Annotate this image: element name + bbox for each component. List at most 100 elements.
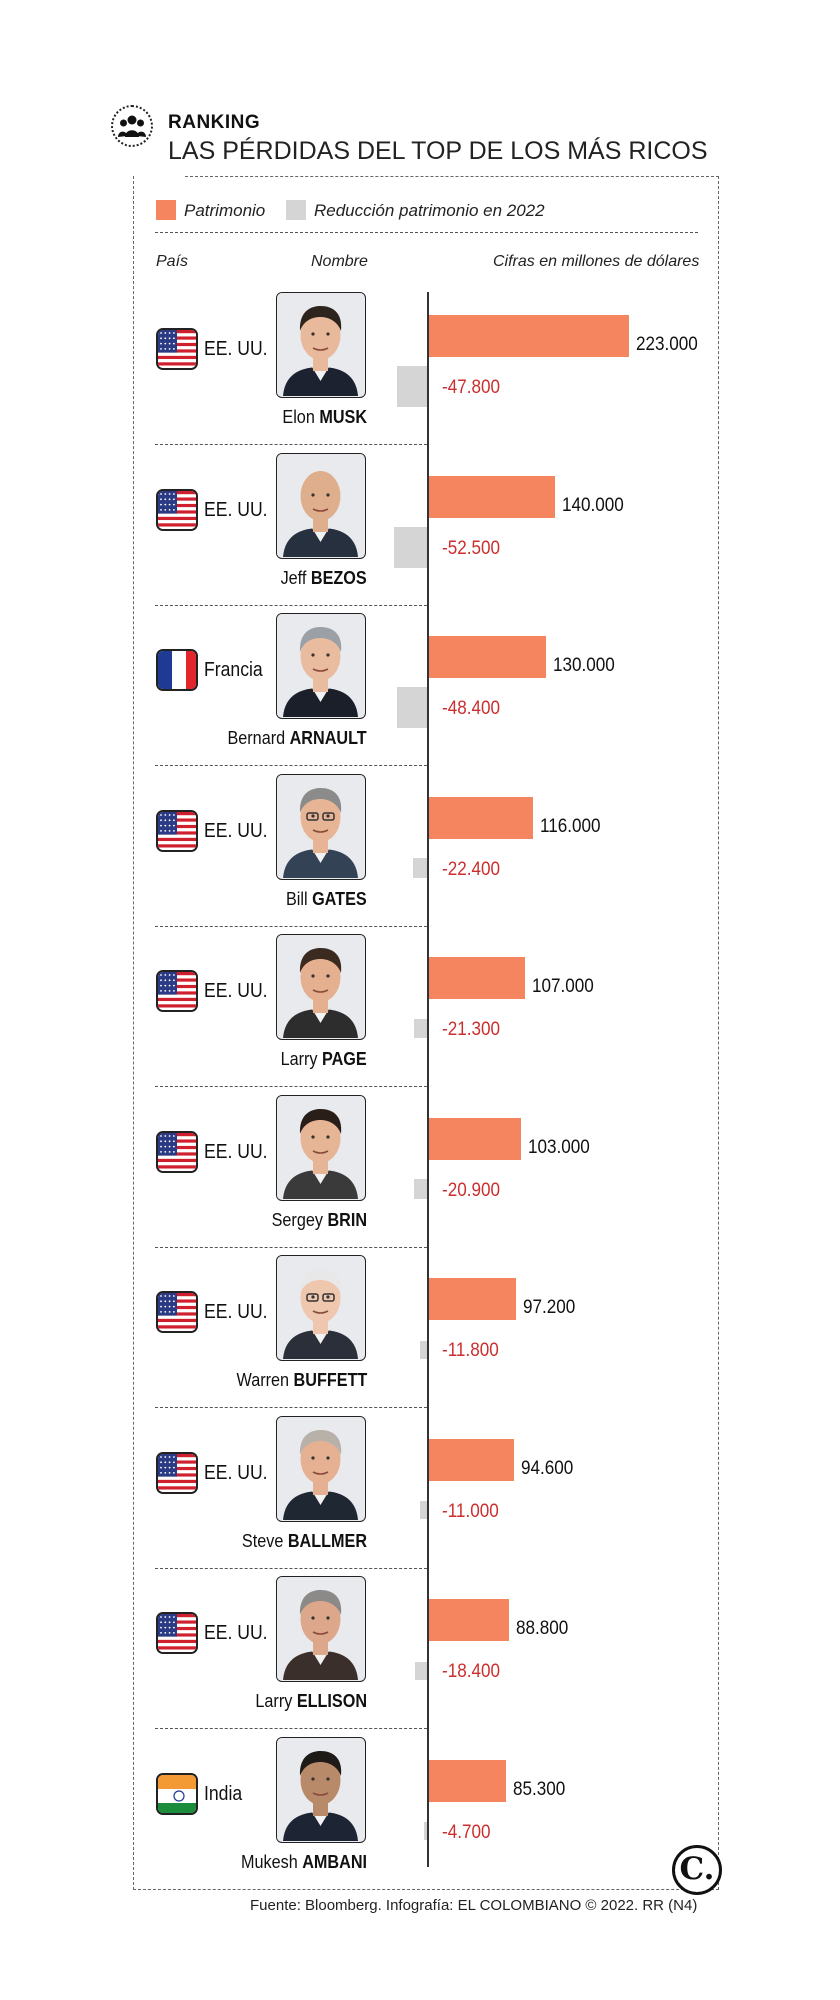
country-label: EE. UU. <box>204 1461 268 1484</box>
portrait-photo <box>276 292 366 398</box>
reduccion-value-label: -52.500 <box>442 537 501 559</box>
patrimonio-value-label: 85.300 <box>512 1778 565 1800</box>
france-flag-icon <box>156 649 198 691</box>
table-row: EE. UU. Sergey BRIN 103.000 -20.900 <box>0 1094 840 1255</box>
person-name: Warren BUFFETT <box>236 1370 367 1391</box>
last-name: BALLMER <box>287 1530 367 1551</box>
row-divider <box>155 1567 427 1569</box>
reduccion-value-label: -11.800 <box>442 1340 499 1361</box>
frame-top-border <box>185 176 719 177</box>
first-name: Larry <box>280 1049 323 1069</box>
legend-divider <box>155 232 698 233</box>
patrimonio-value-label: 223.000 <box>636 334 698 355</box>
person-name: Jeff BEZOS <box>281 568 367 589</box>
column-header-cifras: Cifras en millones de dólares <box>493 253 700 270</box>
row-divider <box>155 1086 427 1087</box>
table-row: EE. UU. Steve BALLMER 94.600 -11.000 <box>0 1415 840 1576</box>
first-name: Mukesh <box>240 1851 303 1872</box>
portrait-photo <box>276 773 366 880</box>
first-name: Jeff <box>280 567 312 588</box>
us-flag-icon <box>156 1451 198 1494</box>
first-name: Larry <box>255 1691 297 1711</box>
reduccion-value-label: -11.000 <box>442 1500 499 1522</box>
bar-reduccion <box>419 1340 427 1359</box>
portrait-photo <box>276 1255 366 1361</box>
last-name: MUSK <box>319 407 367 427</box>
last-name: BEZOS <box>311 567 367 588</box>
reduccion-value-label: -47.800 <box>442 377 501 398</box>
first-name: Sergey <box>271 1209 328 1230</box>
portrait-photo <box>276 1415 366 1522</box>
table-row: EE. UU. Larry ELLISON 88.800 -18.400 <box>0 1576 840 1736</box>
patrimonio-value-label: 94.600 <box>520 1457 574 1479</box>
portrait-photo <box>276 1576 366 1682</box>
us-flag-icon <box>156 1291 198 1333</box>
row-divider <box>155 765 427 766</box>
india-flag-icon <box>156 1772 198 1815</box>
bar-patrimonio <box>429 1599 509 1641</box>
patrimonio-value-label: 130.000 <box>552 655 615 676</box>
row-divider <box>155 925 427 927</box>
row-divider <box>155 444 427 445</box>
bar-patrimonio <box>429 636 546 678</box>
person-name: Elon MUSK <box>282 407 367 428</box>
us-flag-icon <box>156 970 198 1012</box>
patrimonio-value-label: 103.000 <box>528 1136 591 1158</box>
portrait-photo <box>276 934 366 1040</box>
legend-label-patrimonio: Patrimonio <box>184 201 266 220</box>
bar-reduccion <box>396 687 427 728</box>
person-name: Bill GATES <box>286 889 367 910</box>
bar-patrimonio <box>429 957 525 999</box>
person-name: Larry PAGE <box>281 1049 367 1070</box>
last-name: GATES <box>312 888 367 909</box>
portrait-photo <box>276 613 366 719</box>
person-name: Sergey BRIN <box>272 1210 367 1231</box>
us-flag-icon <box>156 488 198 531</box>
people-group-icon <box>111 105 153 147</box>
reduccion-value-label: -48.400 <box>442 698 501 719</box>
person-name: Larry ELLISON <box>255 1691 367 1712</box>
reduccion-value-label: -21.300 <box>442 1019 501 1040</box>
row-divider <box>155 1728 427 1729</box>
first-name: Elon <box>282 407 320 427</box>
bar-patrimonio <box>429 315 629 357</box>
bar-patrimonio <box>429 796 534 839</box>
table-row: EE. UU. Warren BUFFETT 97.200 -11.800 <box>0 1255 840 1415</box>
column-header-pais: País <box>156 253 189 270</box>
last-name: BRIN <box>327 1209 367 1230</box>
last-name: ARNAULT <box>289 728 367 748</box>
patrimonio-value-label: 116.000 <box>540 815 601 837</box>
source-note: Fuente: Bloomberg. Infografía: EL COLOMB… <box>250 1897 698 1914</box>
table-row: EE. UU. Elon MUSK 223.000 -47.800 <box>0 292 840 452</box>
bar-patrimonio <box>429 1438 514 1481</box>
first-name: Warren <box>236 1370 294 1390</box>
country-label: Francia <box>204 659 263 681</box>
bar-reduccion <box>424 1822 427 1840</box>
portrait-photo <box>276 1094 366 1201</box>
country-label: EE. UU. <box>204 819 268 842</box>
first-name: Bernard <box>227 728 290 748</box>
person-name: Bernard ARNAULT <box>228 728 367 749</box>
bar-reduccion <box>413 1018 427 1039</box>
bar-reduccion <box>396 366 427 407</box>
last-name: PAGE <box>322 1049 367 1069</box>
country-label: EE. UU. <box>204 1622 268 1644</box>
reduccion-value-label: -20.900 <box>442 1179 501 1201</box>
reduccion-value-label: -4.700 <box>442 1821 491 1843</box>
reduccion-value-label: -18.400 <box>442 1661 501 1682</box>
patrimonio-value-label: 140.000 <box>561 494 624 516</box>
table-row: EE. UU. Larry PAGE 107.000 -21.300 <box>0 934 840 1094</box>
bar-reduccion <box>415 1661 427 1680</box>
patrimonio-value-label: 97.200 <box>523 1297 576 1318</box>
country-label: EE. UU. <box>204 338 268 360</box>
portrait-photo <box>276 452 366 559</box>
column-header-nombre: Nombre <box>311 253 368 270</box>
us-flag-icon <box>156 809 198 852</box>
first-name: Bill <box>286 888 313 909</box>
country-label: India <box>204 1782 243 1805</box>
last-name: ELLISON <box>296 1691 367 1711</box>
bar-reduccion <box>413 1179 427 1199</box>
country-label: EE. UU. <box>204 1301 268 1323</box>
last-name: AMBANI <box>302 1851 367 1872</box>
us-flag-icon <box>156 1612 198 1654</box>
